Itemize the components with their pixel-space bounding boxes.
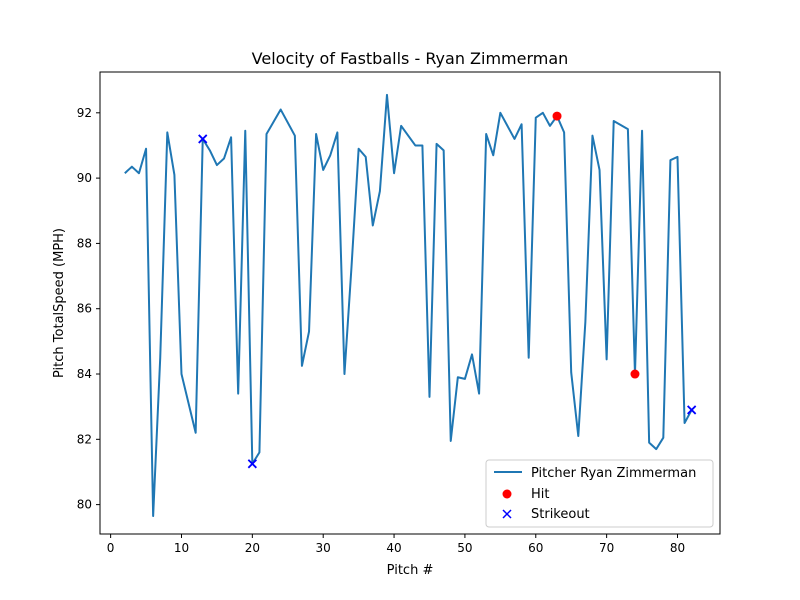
strikeout-point xyxy=(198,134,208,144)
plot-area xyxy=(124,93,697,518)
legend: Pitcher Ryan Zimmerman Hit Strikeout xyxy=(485,459,714,528)
x-tick-label: 20 xyxy=(245,541,260,555)
x-tick-label: 60 xyxy=(528,541,543,555)
x-tick-label: 40 xyxy=(386,541,401,555)
y-tick-label: 90 xyxy=(77,171,92,185)
strikeout-point xyxy=(687,405,697,415)
legend-hit-marker xyxy=(502,489,512,499)
y-tick-label: 92 xyxy=(77,106,92,120)
series-line-pitcher-ryan-zimmerman xyxy=(124,93,693,518)
strikeout-point xyxy=(247,459,257,469)
legend-box xyxy=(485,459,714,528)
x-tick-label: 30 xyxy=(316,541,331,555)
legend-entry-strikeout: Strikeout xyxy=(531,507,590,522)
y-axis: 80 82 84 86 88 90 92 xyxy=(77,106,100,512)
x-tick-label: 70 xyxy=(599,541,614,555)
axes-frame xyxy=(99,71,721,535)
y-tick-label: 84 xyxy=(77,367,92,381)
x-axis-label: Pitch # xyxy=(387,563,434,578)
y-tick-label: 88 xyxy=(77,236,92,250)
y-tick-label: 82 xyxy=(77,432,92,446)
chart-title: Velocity of Fastballs - Ryan Zimmerman xyxy=(252,49,569,68)
legend-entry-hit: Hit xyxy=(531,487,549,502)
x-tick-label: 10 xyxy=(174,541,189,555)
x-tick-label: 0 xyxy=(107,541,115,555)
hit-point xyxy=(630,369,640,379)
y-tick-label: 86 xyxy=(77,302,92,316)
y-axis-label: Pitch TotalSpeed (MPH) xyxy=(52,228,67,378)
legend-strikeout-marker xyxy=(502,509,512,519)
legend-entry-line: Pitcher Ryan Zimmerman xyxy=(531,466,696,481)
x-tick-label: 80 xyxy=(670,541,685,555)
y-tick-label: 80 xyxy=(77,498,92,512)
hit-point xyxy=(552,111,562,121)
x-tick-label: 50 xyxy=(457,541,472,555)
x-axis: 0 10 20 30 40 50 60 70 80 xyxy=(107,534,685,555)
